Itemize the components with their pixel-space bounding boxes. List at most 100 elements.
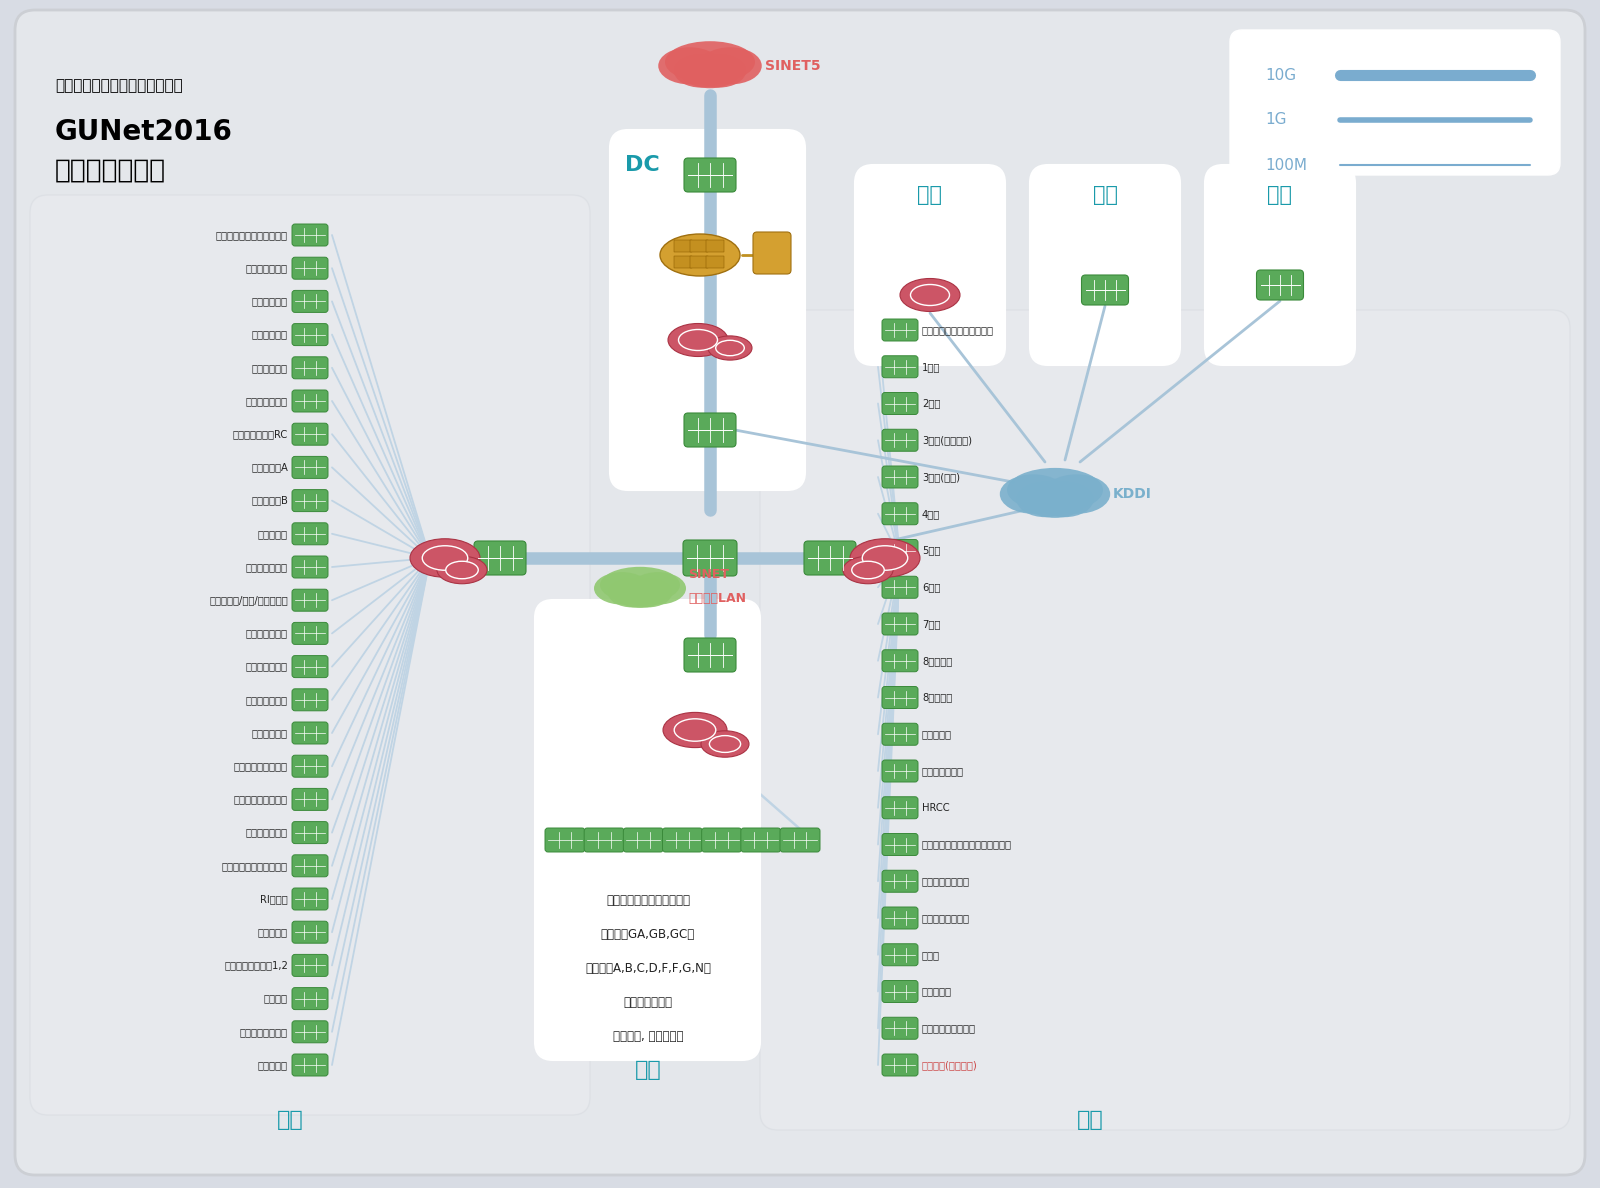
Text: 10G: 10G	[1266, 68, 1296, 82]
FancyBboxPatch shape	[882, 1017, 918, 1040]
Text: 総合研究棟: 総合研究棟	[922, 729, 952, 739]
Text: 5号館: 5号館	[922, 545, 941, 556]
Text: 昭和: 昭和	[277, 1110, 304, 1130]
FancyBboxPatch shape	[291, 423, 328, 446]
Text: 臨床研究棟B: 臨床研究棟B	[251, 495, 288, 506]
Ellipse shape	[699, 48, 762, 84]
FancyBboxPatch shape	[741, 828, 781, 852]
Text: 8号館北棟: 8号館北棟	[922, 656, 952, 665]
FancyBboxPatch shape	[882, 906, 918, 929]
Text: 電子情報(情報科学): 電子情報(情報科学)	[922, 1060, 978, 1070]
Ellipse shape	[624, 579, 672, 607]
FancyBboxPatch shape	[474, 541, 526, 575]
Text: 太田: 太田	[917, 185, 942, 206]
Ellipse shape	[422, 545, 467, 570]
FancyBboxPatch shape	[685, 638, 736, 672]
FancyBboxPatch shape	[685, 158, 736, 192]
FancyBboxPatch shape	[1030, 165, 1181, 365]
FancyBboxPatch shape	[805, 541, 856, 575]
Ellipse shape	[851, 561, 885, 579]
Text: 8号館南棟: 8号館南棟	[922, 693, 952, 702]
FancyBboxPatch shape	[882, 466, 918, 488]
FancyBboxPatch shape	[882, 320, 918, 341]
Text: 荒牧: 荒牧	[635, 1060, 661, 1080]
FancyBboxPatch shape	[291, 257, 328, 279]
Ellipse shape	[594, 573, 650, 605]
FancyBboxPatch shape	[291, 722, 328, 744]
FancyBboxPatch shape	[546, 828, 586, 852]
Text: 1号館: 1号館	[922, 362, 941, 372]
FancyBboxPatch shape	[291, 489, 328, 512]
Text: 附属病院外来診療棟: 附属病院外来診療棟	[234, 762, 288, 771]
Text: 教育学部A,B,C,D,F,F,G,N棟: 教育学部A,B,C,D,F,F,G,N棟	[586, 961, 710, 974]
Text: 7号館: 7号館	[922, 619, 941, 628]
Text: 総合情報メディアセンター: 総合情報メディアセンター	[922, 326, 994, 335]
Ellipse shape	[1006, 468, 1102, 512]
Ellipse shape	[709, 735, 741, 752]
Ellipse shape	[1043, 474, 1110, 513]
Text: 幹線構成概要図: 幹線構成概要図	[54, 158, 166, 184]
FancyBboxPatch shape	[760, 310, 1570, 1130]
Text: 若宮: 若宮	[1267, 185, 1293, 206]
Ellipse shape	[1024, 482, 1086, 518]
Text: 6号館: 6号館	[922, 582, 941, 593]
Ellipse shape	[701, 731, 749, 757]
Text: 講義棟: 講義棟	[922, 949, 941, 960]
FancyBboxPatch shape	[690, 255, 707, 268]
FancyBboxPatch shape	[882, 503, 918, 525]
Ellipse shape	[600, 567, 680, 604]
FancyBboxPatch shape	[882, 760, 918, 782]
FancyBboxPatch shape	[291, 987, 328, 1010]
FancyBboxPatch shape	[291, 1020, 328, 1043]
FancyBboxPatch shape	[291, 589, 328, 611]
FancyBboxPatch shape	[882, 980, 918, 1003]
Ellipse shape	[662, 713, 726, 747]
FancyBboxPatch shape	[291, 921, 328, 943]
FancyBboxPatch shape	[882, 871, 918, 892]
FancyBboxPatch shape	[291, 689, 328, 710]
FancyBboxPatch shape	[291, 822, 328, 843]
FancyBboxPatch shape	[690, 240, 707, 252]
Text: 生体調節研究所: 生体調節研究所	[246, 396, 288, 406]
FancyBboxPatch shape	[291, 523, 328, 545]
FancyBboxPatch shape	[674, 240, 691, 252]
Text: 事務局棟, 大学会館等: 事務局棟, 大学会館等	[613, 1030, 683, 1043]
FancyBboxPatch shape	[882, 1054, 918, 1076]
FancyBboxPatch shape	[291, 887, 328, 910]
Text: 総合情報メディアセンター: 総合情報メディアセンター	[216, 230, 288, 240]
Ellipse shape	[666, 42, 755, 83]
Text: 教養教育GA,GB,GC棟: 教養教育GA,GB,GC棟	[602, 928, 694, 941]
Text: 社会情報学部棟: 社会情報学部棟	[624, 996, 672, 1009]
FancyBboxPatch shape	[291, 1054, 328, 1076]
Ellipse shape	[1016, 482, 1074, 517]
Text: 4号館: 4号館	[922, 508, 941, 519]
Ellipse shape	[614, 579, 666, 608]
FancyBboxPatch shape	[1082, 274, 1128, 305]
Ellipse shape	[661, 234, 739, 276]
FancyBboxPatch shape	[882, 650, 918, 671]
Text: SINET: SINET	[688, 569, 730, 581]
Ellipse shape	[843, 556, 893, 583]
FancyBboxPatch shape	[706, 255, 723, 268]
Text: 附属病院南病棟: 附属病院南病棟	[246, 662, 288, 671]
Ellipse shape	[899, 278, 960, 311]
Ellipse shape	[608, 579, 656, 607]
Text: エネルギーセンター: エネルギーセンター	[922, 1023, 976, 1034]
Text: SINET5: SINET5	[765, 59, 821, 72]
Ellipse shape	[910, 284, 949, 305]
Text: 附属病院東棟: 附属病院東棟	[253, 728, 288, 738]
FancyBboxPatch shape	[685, 413, 736, 447]
FancyBboxPatch shape	[584, 828, 624, 852]
Text: 基礎医学棟: 基礎医学棟	[258, 529, 288, 539]
Text: 附属病院診療棟: 附属病院診療棟	[246, 628, 288, 638]
Text: 中央機械室: 中央機械室	[258, 1060, 288, 1070]
Ellipse shape	[446, 561, 478, 579]
Text: HRCC: HRCC	[922, 803, 950, 813]
Text: プロジェクト棟: プロジェクト棟	[246, 828, 288, 838]
Text: 医理工共用研究棟: 医理工共用研究棟	[922, 914, 970, 923]
Text: 上沖: 上沖	[1093, 185, 1117, 206]
Text: 生物資源センター1,2: 生物資源センター1,2	[224, 960, 288, 971]
FancyBboxPatch shape	[674, 255, 691, 268]
Text: 保健学科南棟: 保健学科南棟	[253, 329, 288, 340]
Ellipse shape	[658, 48, 722, 84]
